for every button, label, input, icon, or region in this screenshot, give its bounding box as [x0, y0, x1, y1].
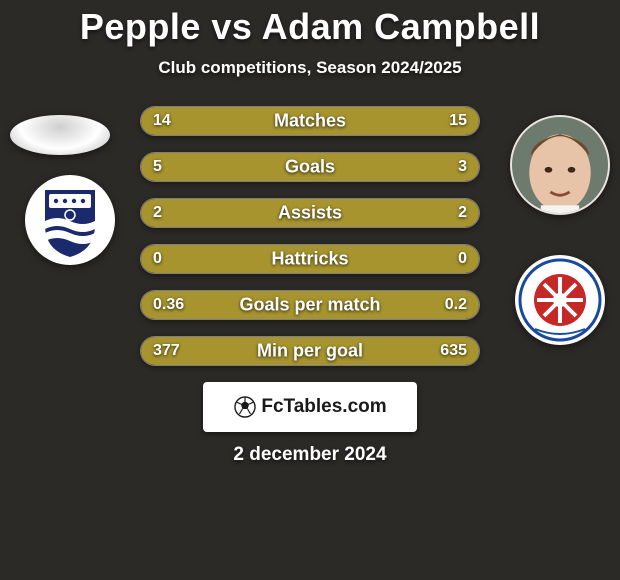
stat-bar-right: [310, 245, 479, 273]
stat-bar-left: [141, 153, 351, 181]
stat-row: Hattricks00: [140, 244, 480, 274]
stat-bar-right: [351, 153, 479, 181]
branding-badge[interactable]: FcTables.com: [203, 382, 417, 432]
stat-row: Min per goal377635: [140, 336, 480, 366]
stats-table: Matches1415 Goals53 Assists22 Hattricks00 Go…: [140, 106, 480, 366]
page-title: Pepple vs Adam Campbell: [0, 6, 620, 48]
stat-row: Assists22: [140, 198, 480, 228]
branding-label: FcTables.com: [261, 396, 386, 418]
club-crest-left: [25, 175, 115, 265]
stat-bar-left: [141, 337, 266, 365]
soccer-ball-icon: [233, 395, 257, 419]
stat-bar-left: [141, 291, 357, 319]
stat-bar-right: [266, 337, 479, 365]
stat-bar-right: [303, 107, 479, 135]
club-crest-right: [515, 255, 605, 345]
date-label: 2 december 2024: [0, 444, 620, 466]
stat-bar-left: [141, 245, 310, 273]
stat-row: Goals per match0.360.2: [140, 290, 480, 320]
player-right-avatar: [510, 115, 610, 215]
stat-row: Goals53: [140, 152, 480, 182]
stat-bar-left: [141, 107, 303, 135]
player-left-avatar: [10, 115, 110, 155]
subtitle: Club competitions, Season 2024/2025: [0, 58, 620, 78]
stat-bar-right: [310, 199, 479, 227]
stat-row: Matches1415: [140, 106, 480, 136]
stat-bar-left: [141, 199, 310, 227]
stat-bar-right: [357, 291, 479, 319]
